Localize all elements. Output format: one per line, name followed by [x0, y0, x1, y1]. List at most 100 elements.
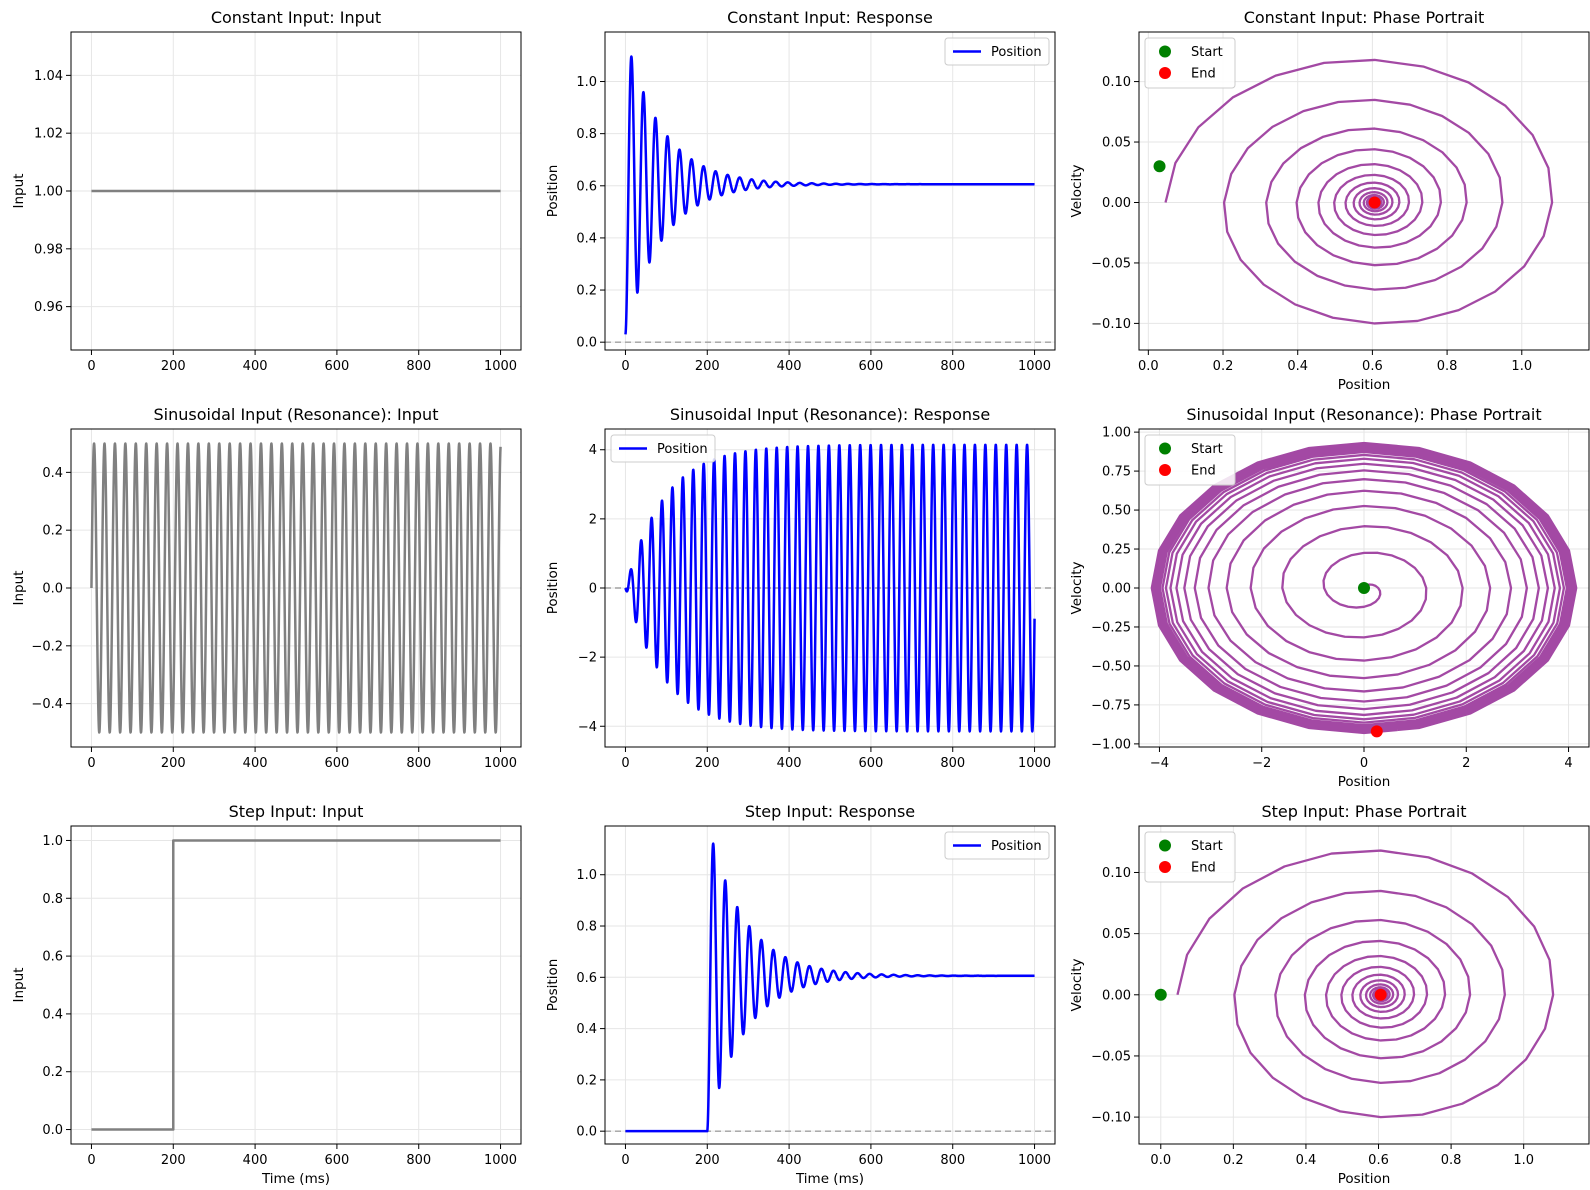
- y-tick-label: 0.0: [576, 336, 597, 351]
- x-tick-label: 0: [87, 756, 95, 771]
- x-axis-label: Time (ms): [795, 1171, 864, 1187]
- x-tick-label: 200: [161, 756, 186, 771]
- legend-swatch-start: [1159, 442, 1171, 455]
- subplot-9: Step Input: Phase Portrait 0.0 0.2 0.4 0.6 0.…: [1069, 802, 1590, 1187]
- subplot-6: Sinusoidal Input (Resonance): Phase Port…: [1069, 405, 1590, 790]
- legend-label-start: Start: [1191, 839, 1223, 854]
- y-tick-label: 1.04: [34, 69, 63, 84]
- legend-swatch-end: [1159, 67, 1171, 79]
- subplot-title: Step Input: Input: [229, 802, 364, 821]
- x-tick-label: 400: [777, 1153, 802, 1168]
- y-axis-label: Input: [11, 174, 27, 209]
- y-tick-label: −0.50: [1091, 659, 1131, 674]
- x-tick-label: 600: [324, 359, 349, 374]
- legend: Position: [944, 37, 1050, 66]
- y-tick-label: 2: [589, 512, 597, 527]
- y-tick-label: −1.00: [1091, 737, 1131, 752]
- x-tick-label: 400: [243, 1153, 268, 1168]
- subplot-4: Sinusoidal Input (Resonance): Input 0 200 4…: [11, 405, 522, 771]
- plot-area: [91, 839, 501, 1131]
- x-tick-label: 200: [161, 359, 186, 374]
- y-tick-label: 0.05: [1102, 136, 1131, 151]
- x-tick-label: 0.6: [1368, 1153, 1389, 1168]
- x-tick-label: 1000: [1018, 756, 1051, 771]
- x-tick-label: 600: [324, 1153, 349, 1168]
- y-axis-label: Position: [545, 562, 561, 615]
- x-tick-label: 1.0: [1513, 1153, 1534, 1168]
- y-tick-label: 0.96: [34, 300, 63, 315]
- legend-label-start: Start: [1191, 45, 1223, 60]
- start-marker: [1154, 988, 1167, 1001]
- legend-box: [944, 831, 1050, 860]
- axes-frame: [1138, 825, 1590, 1145]
- subplot-title: Constant Input: Input: [211, 8, 381, 27]
- x-tick-label: 600: [858, 756, 883, 771]
- x-tick-label: 0.2: [1223, 1153, 1244, 1168]
- subplot-2: Constant Input: Response 0 200 400 600 800 100…: [545, 8, 1056, 374]
- y-tick-label: −0.10: [1091, 1111, 1131, 1126]
- x-tick-label: 0.4: [1287, 359, 1308, 374]
- y-tick-label: 0.4: [42, 466, 63, 481]
- y-tick-label: 1.0: [576, 868, 597, 883]
- y-tick-label: 0.2: [42, 1065, 63, 1080]
- x-tick-label: 400: [243, 756, 268, 771]
- start-marker: [1358, 582, 1370, 594]
- x-tick-label: 0.2: [1213, 359, 1234, 374]
- y-tick-label: 4: [589, 443, 597, 458]
- x-tick-label: 800: [406, 1153, 431, 1168]
- x-tick-label: 0.8: [1437, 359, 1458, 374]
- legend-label-position: Position: [991, 839, 1042, 854]
- y-tick-label: 1.02: [34, 127, 63, 142]
- y-tick-label: 0.4: [42, 1007, 63, 1022]
- y-tick-label: 0.00: [1102, 988, 1131, 1003]
- y-tick-label: 0.4: [576, 231, 597, 246]
- subplot-title: Step Input: Phase Portrait: [1261, 802, 1466, 821]
- x-axis-label: Time (ms): [261, 1171, 330, 1187]
- subplot-8: Step Input: Response 0 200 400 600 800 1000 0.0…: [545, 802, 1056, 1187]
- plot-area: [90, 442, 502, 734]
- plot-area: [624, 842, 1036, 1133]
- axes-frame: [604, 825, 1056, 1145]
- legend-swatch-start: [1159, 839, 1171, 852]
- y-tick-label: 0.00: [1102, 582, 1131, 597]
- y-tick-label: 0: [589, 582, 597, 597]
- x-axis-label: Position: [1338, 774, 1391, 790]
- axes-frame: [604, 31, 1056, 351]
- legend-box: [610, 434, 716, 463]
- x-axis-label: Position: [1338, 377, 1391, 393]
- x-tick-label: 0.0: [1150, 1153, 1171, 1168]
- y-tick-label: 1.00: [34, 185, 63, 200]
- subplot-title: Sinusoidal Input (Resonance): Phase Port…: [1186, 405, 1541, 424]
- x-tick-label: 800: [940, 359, 965, 374]
- axes-frame: [1138, 31, 1590, 351]
- y-tick-label: −0.10: [1091, 317, 1131, 332]
- x-tick-label: 200: [161, 1153, 186, 1168]
- x-tick-label: 2: [1462, 756, 1470, 771]
- y-tick-label: 1.00: [1102, 426, 1131, 441]
- series-line-position: [624, 443, 1036, 733]
- subplot-title: Sinusoidal Input (Resonance): Input: [154, 405, 439, 424]
- y-tick-label: 0.8: [576, 127, 597, 142]
- plot-area: [1150, 441, 1578, 735]
- x-tick-label: 0: [621, 756, 629, 771]
- x-tick-label: 0.8: [1441, 1153, 1462, 1168]
- y-tick-label: 0.0: [42, 582, 63, 597]
- y-axis-label: Input: [11, 571, 27, 606]
- x-tick-label: 0: [87, 1153, 95, 1168]
- legend-label-position: Position: [657, 442, 708, 457]
- subplot-title: Constant Input: Phase Portrait: [1244, 8, 1485, 27]
- y-tick-label: −0.4: [31, 697, 63, 712]
- x-tick-label: 0: [1360, 756, 1368, 771]
- y-axis-label: Position: [545, 959, 561, 1012]
- subplot-7: Step Input: Input 0 200 400 600 800 1000 0.0 0.2…: [11, 802, 522, 1187]
- subplot-3: Constant Input: Phase Portrait 0.0 0.2 0.4 0…: [1069, 8, 1590, 393]
- x-tick-label: 600: [858, 359, 883, 374]
- legend-label-end: End: [1191, 861, 1216, 876]
- x-tick-label: 1000: [1018, 359, 1051, 374]
- y-tick-label: 0.6: [576, 179, 597, 194]
- legend-swatch-end: [1159, 861, 1171, 873]
- series-line-position: [624, 55, 1036, 335]
- x-tick-label: −2: [1252, 756, 1271, 771]
- legend-swatch-end: [1159, 464, 1171, 476]
